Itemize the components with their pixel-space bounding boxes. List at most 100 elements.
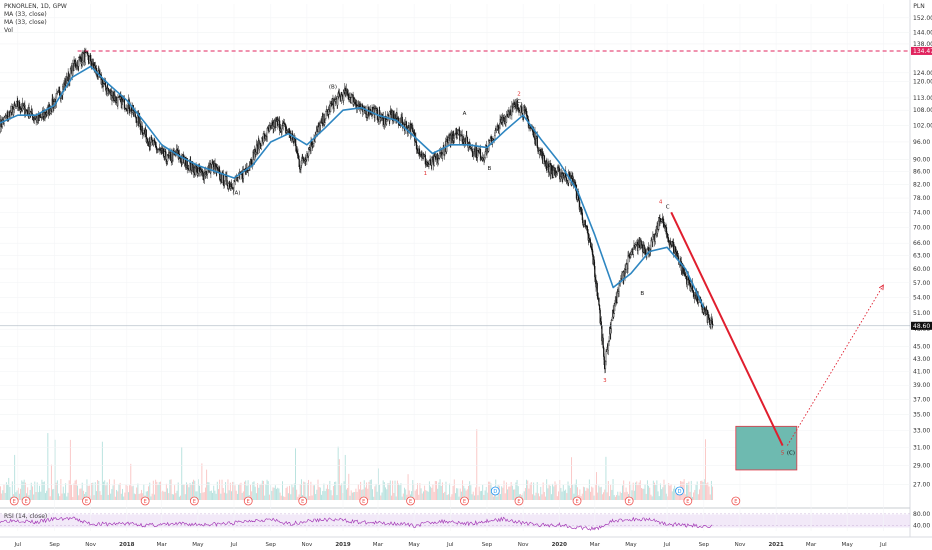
candle-body bbox=[192, 164, 194, 172]
volume-bar bbox=[580, 496, 582, 500]
volume-bar bbox=[113, 479, 115, 500]
candle-body bbox=[111, 97, 114, 101]
volume-bar bbox=[552, 483, 554, 500]
time-tick-label: Nov bbox=[85, 542, 96, 548]
volume-bar bbox=[78, 495, 80, 500]
candle-body bbox=[667, 237, 669, 241]
resistance-price-label: 134.47 bbox=[913, 48, 932, 55]
volume-bar bbox=[484, 490, 486, 500]
candle-body bbox=[661, 219, 663, 222]
candle-body bbox=[26, 109, 28, 112]
volume-bar bbox=[186, 482, 187, 500]
candle-body bbox=[188, 162, 191, 171]
volume-bar bbox=[23, 479, 25, 500]
candle-body bbox=[17, 100, 19, 107]
volume-bar bbox=[411, 491, 413, 500]
volume-legend[interactable]: Vol bbox=[4, 27, 13, 34]
volume-bar bbox=[180, 495, 182, 500]
candle-body bbox=[355, 103, 357, 106]
volume-bar bbox=[459, 488, 461, 500]
price-tick-label: 57.00 bbox=[913, 280, 930, 287]
candle-body bbox=[594, 265, 596, 278]
volume-bar bbox=[71, 485, 72, 500]
candle-body bbox=[229, 186, 232, 189]
candle-body bbox=[496, 126, 498, 130]
candle-body bbox=[615, 296, 617, 303]
volume-bar bbox=[641, 488, 642, 500]
badge-letter: E bbox=[247, 499, 250, 505]
candle-body bbox=[613, 313, 615, 318]
volume-bar bbox=[532, 494, 533, 500]
volume-bar bbox=[11, 481, 13, 500]
ma-legend-2[interactable]: MA (33, close) bbox=[4, 19, 47, 26]
candle-body bbox=[315, 130, 317, 135]
candle-body bbox=[428, 164, 430, 167]
volume-bar bbox=[436, 481, 437, 500]
volume-bar bbox=[328, 489, 330, 500]
volume-bar bbox=[193, 479, 195, 500]
price-axis[interactable]: 152.00 144.00 138.00 124.00 120.00 113.00 108.… bbox=[911, 15, 932, 529]
candle-body bbox=[677, 253, 679, 258]
price-tick-label: 86.00 bbox=[913, 169, 930, 176]
candle-body bbox=[139, 117, 141, 124]
ma-legend-1[interactable]: MA (33, close) bbox=[4, 11, 47, 18]
volume-bar bbox=[624, 492, 626, 500]
volume-bar bbox=[5, 482, 7, 500]
volume-bar bbox=[423, 491, 424, 500]
candle-body bbox=[476, 150, 479, 158]
candle-body bbox=[401, 116, 403, 123]
volume-bar bbox=[62, 486, 64, 500]
candle-body bbox=[539, 150, 541, 155]
volume-bar bbox=[54, 439, 56, 500]
price-tick-label: 78.00 bbox=[913, 195, 930, 202]
volume-bar bbox=[203, 492, 205, 500]
volume-bar bbox=[566, 493, 568, 500]
candle-body bbox=[200, 169, 203, 172]
time-axis[interactable]: Jul Sep Nov 2018 Mar May Jul Sep Nov 2019 Mar May Ju… bbox=[13, 542, 887, 548]
candle-body bbox=[535, 138, 537, 146]
badge-letter: E bbox=[409, 499, 412, 505]
time-tick-label: May bbox=[408, 542, 420, 548]
volume-bar bbox=[297, 496, 299, 500]
volume-bar bbox=[27, 487, 29, 500]
volume-bar bbox=[536, 482, 538, 500]
volume-bar bbox=[329, 480, 331, 500]
volume-bar bbox=[549, 485, 551, 500]
price-tick-label: 138.00 bbox=[913, 41, 932, 48]
volume-bar bbox=[611, 489, 613, 500]
volume-bar bbox=[424, 485, 426, 500]
volume-bar bbox=[530, 482, 532, 500]
candle-body bbox=[498, 127, 501, 134]
volume-bar bbox=[475, 487, 477, 500]
candle-body bbox=[526, 111, 528, 116]
volume-bar bbox=[132, 485, 134, 500]
earnings-badge bbox=[731, 496, 741, 506]
volume-bar bbox=[199, 485, 200, 500]
volume-bar bbox=[85, 492, 87, 500]
volume-bar bbox=[694, 489, 696, 500]
price-tick-label: 82.00 bbox=[913, 182, 930, 189]
candle-body bbox=[583, 224, 585, 227]
volume-bar bbox=[189, 482, 191, 500]
volume-bar bbox=[590, 491, 591, 500]
volume-bar bbox=[675, 489, 677, 500]
volume-bar bbox=[439, 479, 441, 500]
volume-bar bbox=[18, 493, 20, 500]
price-tick-label: 120.00 bbox=[913, 79, 932, 86]
candle-body bbox=[415, 141, 418, 150]
volume-bar bbox=[325, 488, 327, 500]
rsi-line bbox=[0, 516, 713, 531]
volume-bar bbox=[201, 463, 203, 500]
candle-body bbox=[495, 129, 498, 131]
volume-bar bbox=[483, 494, 485, 500]
candle-body bbox=[98, 69, 100, 72]
badge-letter: E bbox=[686, 499, 689, 505]
symbol-title[interactable]: PKNORLEN, 1D, GPW bbox=[4, 3, 67, 10]
volume-bar bbox=[271, 490, 273, 500]
volume-bar bbox=[455, 493, 456, 500]
volume-bar bbox=[34, 481, 36, 500]
volume-bar bbox=[472, 491, 474, 500]
candle-body bbox=[484, 151, 486, 158]
candle-body bbox=[627, 255, 629, 270]
